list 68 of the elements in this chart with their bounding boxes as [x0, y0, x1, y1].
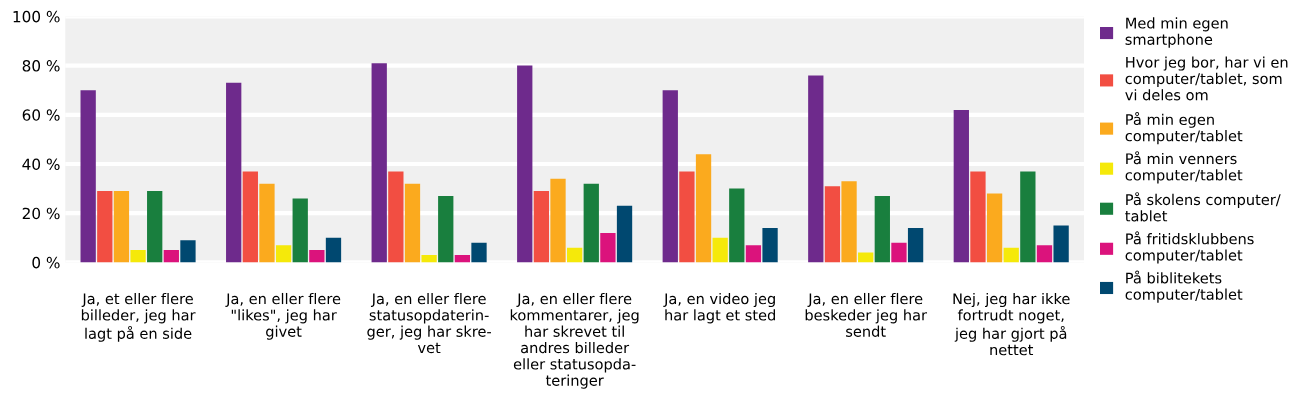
- legend-label: På skolens computer/ tablet: [1125, 192, 1281, 222]
- bar: [180, 240, 196, 263]
- legend-label: På min egen computer/tablet: [1125, 112, 1243, 145]
- bar: [566, 247, 583, 263]
- y-tick-label: 100 %: [13, 10, 60, 23]
- bar: [891, 242, 907, 263]
- bar: [616, 205, 633, 263]
- bar: [259, 183, 275, 263]
- x-tick-label: Ja, en eller flere "likes", jeg har givet: [225, 292, 341, 340]
- legend-label: På biblitekets computer/tablet: [1125, 270, 1243, 303]
- x-tick-label: Ja, et eller flere billeder, jeg har lagt på en side: [81, 292, 196, 342]
- bar: [226, 82, 242, 263]
- bar: [695, 154, 712, 263]
- bar: [421, 255, 437, 263]
- x-tick-label: Ja, en eller flere statusopdaterin- ger, jeg har skre- vet: [367, 292, 491, 354]
- bar: [438, 195, 454, 263]
- bar: [147, 191, 163, 263]
- bar: [388, 171, 404, 263]
- bar: [242, 171, 258, 263]
- bar: [97, 191, 113, 263]
- bar: [517, 65, 533, 263]
- bar: [712, 237, 728, 263]
- bar: [841, 181, 857, 263]
- bar: [292, 198, 308, 263]
- bar: [113, 191, 130, 263]
- bar: [275, 245, 292, 263]
- bar: [404, 183, 421, 263]
- legend-label: Hvor jeg bor, har vi en computer/tablet, som vi deles om: [1125, 56, 1288, 101]
- bar: [970, 171, 986, 263]
- bar: [745, 245, 762, 263]
- bar: [824, 186, 841, 263]
- x-tick-label: Nej, jeg har ikke fortrudt noget, jeg har gjort på nettet: [953, 292, 1070, 356]
- bar: [583, 183, 599, 263]
- bar: [729, 188, 745, 263]
- bar: [454, 255, 471, 263]
- bar: [953, 109, 969, 263]
- bar: [679, 171, 695, 263]
- bar: [874, 195, 890, 263]
- bar: [130, 250, 146, 263]
- y-tick-label: 0 %: [32, 256, 60, 269]
- y-tick-label: 40 %: [22, 158, 60, 171]
- bar: [371, 63, 387, 263]
- bar: [762, 227, 778, 263]
- bar: [533, 191, 550, 263]
- bar: [1020, 171, 1036, 263]
- bar: [1036, 245, 1053, 263]
- legend-label: På min venners computer/tablet: [1125, 151, 1243, 184]
- legend-label: På fritidsklubbens computer/tablet: [1125, 231, 1254, 264]
- x-tick-label: Ja, en eller flere beskeder jeg har sendt: [805, 292, 928, 337]
- bar: [808, 75, 824, 263]
- y-tick-label: 60 %: [22, 109, 60, 121]
- bar: [907, 227, 924, 263]
- x-tick-label: Ja, en video jeg har lagt et sted: [663, 292, 775, 324]
- bar: [309, 250, 325, 263]
- y-tick-label: 20 %: [22, 207, 60, 220]
- bar: [986, 193, 1003, 263]
- bar: [1003, 247, 1019, 263]
- y-tick-label: 80 %: [22, 60, 60, 72]
- bar: [163, 250, 179, 263]
- bar: [662, 90, 678, 263]
- bar: [1053, 225, 1069, 263]
- legend-label: Med min egen smartphone: [1125, 17, 1228, 48]
- bar: [80, 90, 96, 263]
- x-tick-label: Ja, en eller flere kommentarer, jeg har skrevet til andres billeder eller statusopda- teringer: [510, 292, 639, 389]
- bar: [471, 242, 487, 263]
- bar: [325, 237, 342, 263]
- bar: [600, 232, 616, 263]
- bar: [550, 178, 566, 263]
